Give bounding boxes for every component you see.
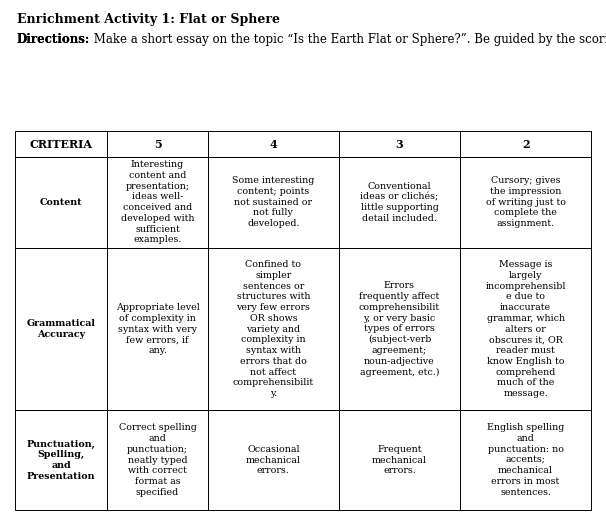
Text: Directions:: Directions: [17, 33, 90, 46]
Bar [107, 248, 208, 410]
Text: Message is
largely
incomprehensibl
e due to
inaccurate
grammar, which
alters or
: Message is largely incomprehensibl e due… [485, 260, 566, 398]
Text: English spelling
and
punctuation: no
accents;
mechanical
errors in most
sentence: English spelling and punctuation: no acc… [487, 423, 564, 497]
Bar [461, 157, 591, 248]
Bar [208, 248, 339, 410]
Text: Content: Content [40, 198, 82, 207]
Text: Conventional
ideas or clichés;
little supporting
detail included.: Conventional ideas or clichés; little su… [361, 181, 439, 223]
Text: Frequent
mechanical
errors.: Frequent mechanical errors. [372, 445, 427, 475]
Bar [107, 131, 208, 157]
Bar [208, 410, 339, 510]
Text: Some interesting
content; points
not sustained or
not fully
developed.: Some interesting content; points not sus… [232, 176, 315, 228]
Bar [107, 410, 208, 510]
Text: Interesting
content and
presentation;
ideas well-
conceived and
developed with
s: Interesting content and presentation; id… [121, 160, 195, 244]
Bar [107, 157, 208, 248]
Text: Punctuation,
Spelling,
and
Presentation: Punctuation, Spelling, and Presentation [27, 439, 96, 481]
Bar [461, 248, 591, 410]
Bar [461, 131, 591, 157]
Text: 5: 5 [154, 139, 161, 149]
Bar [339, 248, 461, 410]
Bar [208, 157, 339, 248]
Bar [15, 131, 107, 157]
Text: 2: 2 [522, 139, 530, 149]
Text: Grammatical
Accuracy: Grammatical Accuracy [27, 319, 96, 339]
Text: CRITERIA: CRITERIA [30, 139, 93, 149]
Bar [461, 410, 591, 510]
Bar [15, 248, 107, 410]
Bar [15, 157, 107, 248]
Text: Directions:: Directions: [17, 33, 90, 46]
Bar [339, 131, 461, 157]
Text: 4: 4 [270, 139, 277, 149]
Bar [15, 410, 107, 510]
Text: Enrichment Activity 1: Flat or Sphere: Enrichment Activity 1: Flat or Sphere [17, 13, 280, 26]
Text: Correct spelling
and
punctuation;
neatly typed
with correct
format as
specified: Correct spelling and punctuation; neatly… [119, 423, 196, 497]
Bar [208, 131, 339, 157]
Bar [339, 157, 461, 248]
Text: Occasional
mechanical
errors.: Occasional mechanical errors. [246, 445, 301, 475]
Text: Make a short essay on the topic “Is the Earth Flat or Sphere?”. Be guided by the: Make a short essay on the topic “Is the … [90, 33, 606, 46]
Bar [339, 410, 461, 510]
Text: Errors
frequently affect
comprehensibilit
y, or very basic
types of errors
(subj: Errors frequently affect comprehensibili… [359, 281, 440, 376]
Text: Cursory; gives
the impression
of writing just to
complete the
assignment.: Cursory; gives the impression of writing… [485, 176, 565, 228]
Text: Appropriate level
of complexity in
syntax with very
few errors, if
any.: Appropriate level of complexity in synta… [116, 303, 199, 355]
Text: Confined to
simpler
sentences or
structures with
very few errors
OR shows
variet: Confined to simpler sentences or structu… [233, 260, 314, 398]
Text: 3: 3 [396, 139, 404, 149]
